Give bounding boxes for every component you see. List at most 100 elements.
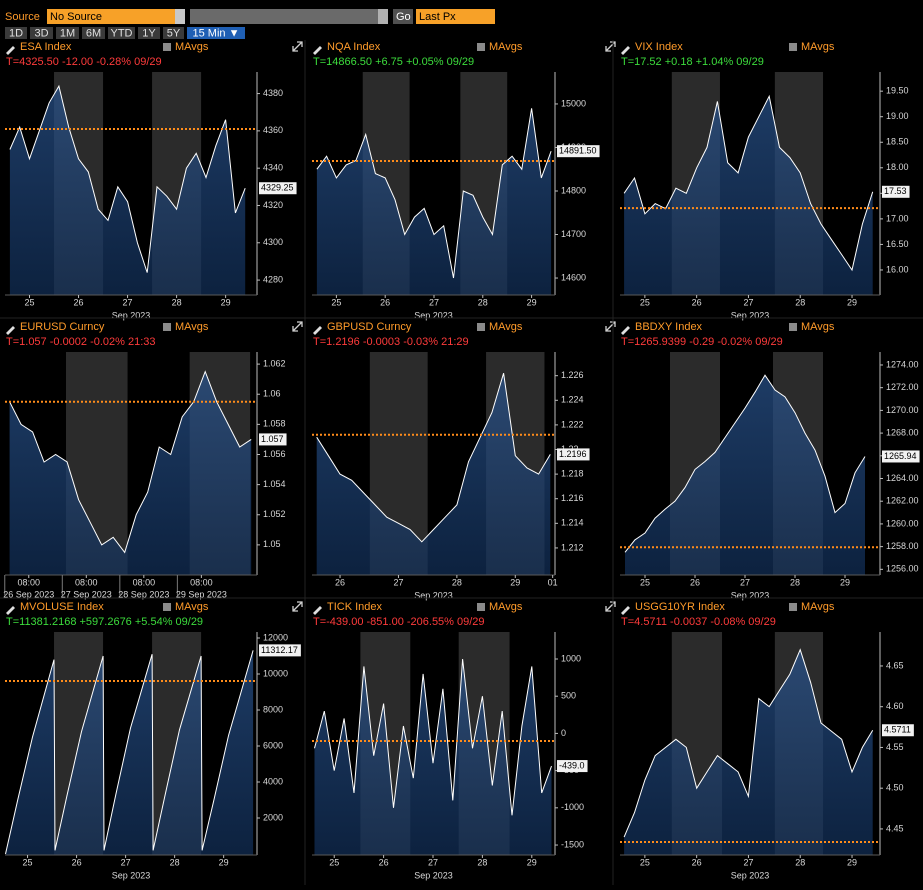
interval-button[interactable] [187, 27, 245, 39]
edit-icon[interactable] [6, 326, 15, 335]
x-tick-label: 27 [121, 857, 131, 867]
area [316, 108, 552, 295]
mavgs-checkbox[interactable] [163, 603, 171, 611]
mavgs-label[interactable]: MAvgs [175, 41, 209, 53]
dropdown-arrow[interactable] [175, 9, 185, 24]
y-tick-label: 4.65 [886, 660, 904, 670]
expand-icon[interactable] [292, 321, 303, 332]
y-tick-label: 0 [561, 728, 566, 738]
chart-title: BBDXY Index [635, 321, 703, 333]
edit-icon[interactable] [313, 326, 322, 335]
range-label[interactable]: 6M [86, 27, 101, 39]
mavgs-label[interactable]: MAvgs [175, 321, 209, 333]
y-tick-label: 1000 [561, 653, 581, 663]
y-tick-label: -1500 [561, 839, 584, 849]
x-tick-label: 27 [123, 297, 133, 307]
chart-panel: GBPUSD Curncy MAvgs T=1.2196 -0.0003 -0.03… [312, 321, 616, 600]
range-label[interactable]: 1Y [142, 27, 156, 39]
range-label[interactable]: 1D [9, 27, 23, 39]
range-button[interactable] [108, 27, 135, 39]
source-value[interactable]: No Source [50, 11, 102, 23]
y-tick-label: 18.00 [886, 162, 909, 172]
expand-icon[interactable] [605, 41, 616, 52]
y-tick-label: 15000 [561, 98, 586, 108]
mavgs-label[interactable]: MAvgs [489, 41, 523, 53]
field-label[interactable]: Last Px [419, 11, 456, 23]
mavgs-label[interactable]: MAvgs [489, 601, 523, 613]
mavgs-checkbox[interactable] [163, 43, 171, 51]
x-tick-label: 25 [25, 297, 35, 307]
edit-icon[interactable] [621, 606, 630, 615]
dropdown-arrow[interactable] [378, 9, 388, 24]
mavgs-label[interactable]: MAvgs [175, 601, 209, 613]
edit-icon[interactable] [313, 606, 322, 615]
mavgs-checkbox[interactable] [789, 43, 797, 51]
quote: T=4.5711 -0.0037 -0.08% 09/29 [621, 616, 776, 628]
range-label[interactable]: 1M [60, 27, 75, 39]
area [9, 371, 252, 575]
y-tick-label: 4280 [263, 274, 283, 284]
x-tick-label: 28 [790, 577, 800, 587]
edit-icon[interactable] [621, 46, 630, 55]
range-button[interactable] [138, 27, 160, 39]
range-button[interactable] [56, 27, 79, 39]
x-tick-label: 08:00 [133, 577, 156, 587]
y-tick-label: 1262.00 [886, 496, 919, 506]
chart-panel: MVOLUSE Index MAvgs T=11381.2168 +597.2676… [5, 601, 303, 880]
x-tick-label: 01 [548, 577, 558, 587]
y-tick-label: 18.50 [886, 137, 909, 147]
mavgs-checkbox[interactable] [477, 603, 485, 611]
expand-icon[interactable] [605, 601, 616, 612]
y-tick-label: 19.00 [886, 111, 909, 121]
y-tick-label: -1000 [561, 802, 584, 812]
mavgs-label[interactable]: MAvgs [801, 41, 835, 53]
mavgs-checkbox[interactable] [163, 323, 171, 331]
y-tick-label: 1.056 [263, 449, 286, 459]
x-tick-sublabel: 27 Sep 2023 [61, 589, 112, 599]
y-tick-label: 17.00 [886, 213, 909, 223]
last-value-label: 14891.50 [559, 146, 597, 156]
edit-icon[interactable] [313, 46, 322, 55]
edit-icon[interactable] [6, 46, 15, 55]
chart-panel: ESA Index MAvgs T=4325.50 -12.00 -0.28% 09… [5, 41, 303, 320]
range-label[interactable]: YTD [111, 27, 133, 39]
range-label[interactable]: 5Y [167, 27, 181, 39]
mavgs-checkbox[interactable] [477, 323, 485, 331]
mavgs-checkbox[interactable] [789, 603, 797, 611]
edit-icon[interactable] [6, 606, 15, 615]
go-button[interactable] [393, 9, 413, 24]
y-tick-label: 1.062 [263, 358, 286, 368]
source-dropdown[interactable] [47, 9, 185, 24]
expand-icon[interactable] [292, 41, 303, 52]
mavgs-label[interactable]: MAvgs [801, 601, 835, 613]
field-box[interactable] [416, 9, 495, 24]
y-tick-label: 4.55 [886, 742, 904, 752]
x-tick-label: 08:00 [17, 577, 40, 587]
range-button[interactable] [30, 27, 53, 39]
expand-icon[interactable] [292, 601, 303, 612]
mavgs-label[interactable]: MAvgs [489, 321, 523, 333]
price-line [9, 84, 246, 273]
range-label[interactable]: 3D [34, 27, 48, 39]
chart-title: GBPUSD Curncy [327, 321, 412, 333]
go-label[interactable]: Go [396, 11, 411, 23]
edit-icon[interactable] [621, 326, 630, 335]
last-value-label: 4.5711 [884, 725, 911, 735]
last-value-label: 17.53 [884, 186, 907, 196]
range-button[interactable] [5, 27, 27, 39]
y-tick-label: 1.222 [561, 419, 584, 429]
mavgs-checkbox[interactable] [789, 323, 797, 331]
x-tick-label: 29 [527, 857, 537, 867]
x-tick-label: 29 [847, 857, 857, 867]
interval-label[interactable]: 15 Min ▼ [193, 27, 240, 39]
price-line [316, 108, 552, 279]
mavgs-label[interactable]: MAvgs [801, 321, 835, 333]
mavgs-checkbox[interactable] [477, 43, 485, 51]
price-line [5, 650, 254, 855]
security-input[interactable] [190, 9, 388, 24]
range-button[interactable] [163, 27, 184, 39]
expand-icon[interactable] [605, 321, 616, 332]
x-tick-label: 29 [221, 297, 231, 307]
x-tick-label: 27 [743, 297, 753, 307]
range-button[interactable] [82, 27, 105, 39]
